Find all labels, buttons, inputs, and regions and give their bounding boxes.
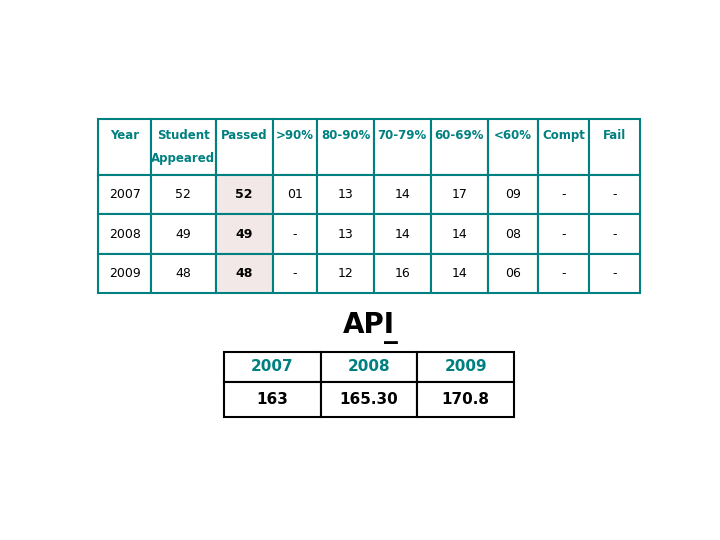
Text: 2008: 2008	[348, 359, 390, 374]
Text: 48: 48	[176, 267, 192, 280]
Bar	[589, 119, 639, 175]
Text: 49: 49	[235, 228, 253, 241]
Text: 48: 48	[235, 267, 253, 280]
Text: 14: 14	[395, 188, 410, 201]
Text: 52: 52	[235, 188, 253, 201]
Text: -: -	[562, 188, 566, 201]
Bar	[317, 119, 374, 175]
Bar	[589, 175, 639, 214]
Text: 170.8: 170.8	[442, 392, 490, 407]
Bar	[431, 254, 487, 294]
Bar	[99, 175, 151, 214]
Text: 06: 06	[505, 267, 521, 280]
Bar	[320, 382, 418, 417]
Bar	[273, 214, 317, 254]
Text: 14: 14	[451, 267, 467, 280]
Bar	[151, 119, 216, 175]
Text: 12: 12	[338, 267, 354, 280]
Text: 08: 08	[505, 228, 521, 241]
Bar	[418, 382, 514, 417]
Bar	[487, 254, 539, 294]
Bar	[273, 254, 317, 294]
Bar	[151, 214, 216, 254]
Text: -: -	[612, 228, 616, 241]
Text: 2009: 2009	[109, 267, 140, 280]
Bar	[99, 214, 151, 254]
Bar	[151, 254, 216, 294]
Text: 2007: 2007	[109, 188, 140, 201]
Bar	[431, 214, 487, 254]
Bar	[539, 119, 589, 175]
Bar	[539, 254, 589, 294]
Text: -: -	[292, 228, 297, 241]
Bar	[273, 119, 317, 175]
Text: Student: Student	[157, 129, 210, 142]
Text: -: -	[612, 267, 616, 280]
Text: -: -	[612, 188, 616, 201]
Bar	[320, 352, 418, 382]
Text: 09: 09	[505, 188, 521, 201]
Text: 80-90%: 80-90%	[321, 129, 370, 142]
Bar	[487, 175, 539, 214]
Text: 01: 01	[287, 188, 303, 201]
Text: 13: 13	[338, 188, 354, 201]
Bar	[151, 175, 216, 214]
Bar	[487, 119, 539, 175]
Bar	[99, 254, 151, 294]
Text: Fail: Fail	[603, 129, 626, 142]
Text: 2008: 2008	[109, 228, 140, 241]
Text: 60-69%: 60-69%	[434, 129, 484, 142]
Bar	[99, 119, 151, 175]
Bar	[216, 214, 273, 254]
Bar	[273, 175, 317, 214]
Text: 17: 17	[451, 188, 467, 201]
Bar	[431, 175, 487, 214]
Text: <60%: <60%	[494, 129, 532, 142]
Bar	[539, 214, 589, 254]
Bar	[539, 175, 589, 214]
Bar	[216, 175, 273, 214]
Text: API: API	[343, 310, 395, 339]
Bar	[487, 214, 539, 254]
Bar	[216, 119, 273, 175]
Text: 16: 16	[395, 267, 410, 280]
Bar	[224, 382, 320, 417]
Text: Appeared: Appeared	[151, 152, 215, 165]
Text: 13: 13	[338, 228, 354, 241]
Bar	[589, 254, 639, 294]
Text: >90%: >90%	[276, 129, 314, 142]
Bar	[317, 214, 374, 254]
Bar	[317, 254, 374, 294]
Text: 70-79%: 70-79%	[378, 129, 427, 142]
Bar	[589, 214, 639, 254]
Bar	[374, 119, 431, 175]
Bar	[374, 175, 431, 214]
Bar	[216, 254, 273, 294]
Bar	[374, 254, 431, 294]
Bar	[374, 214, 431, 254]
Text: 14: 14	[451, 228, 467, 241]
Text: 2007: 2007	[251, 359, 294, 374]
Text: -: -	[562, 267, 566, 280]
Text: -: -	[562, 228, 566, 241]
Text: 163: 163	[256, 392, 288, 407]
Text: Year: Year	[110, 129, 139, 142]
Text: Compt: Compt	[542, 129, 585, 142]
Text: 49: 49	[176, 228, 192, 241]
Text: 165.30: 165.30	[340, 392, 398, 407]
Bar	[431, 119, 487, 175]
Text: Passed: Passed	[221, 129, 268, 142]
Text: _: _	[384, 316, 398, 343]
Bar	[418, 352, 514, 382]
Bar	[224, 352, 320, 382]
Text: 2009: 2009	[444, 359, 487, 374]
Text: 14: 14	[395, 228, 410, 241]
Text: 52: 52	[176, 188, 192, 201]
Text: -: -	[292, 267, 297, 280]
Bar	[317, 175, 374, 214]
